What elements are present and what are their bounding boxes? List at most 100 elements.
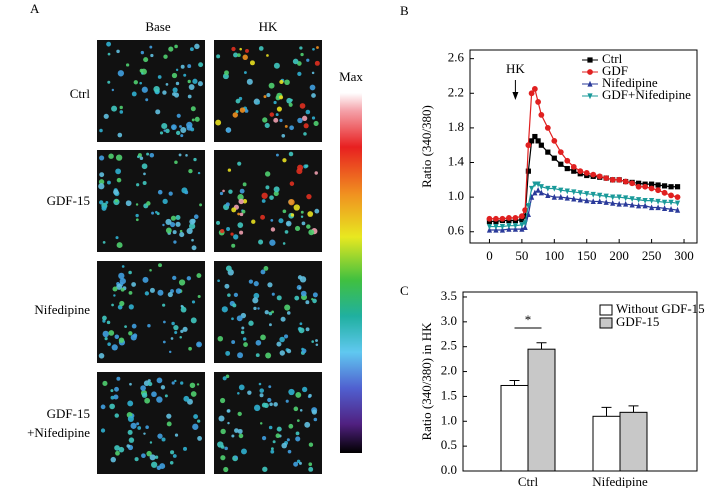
cell — [189, 382, 196, 389]
cell — [108, 330, 115, 336]
cell — [129, 382, 132, 386]
cell — [299, 409, 303, 412]
cell — [99, 155, 105, 161]
cell — [193, 414, 199, 419]
marker — [545, 149, 551, 155]
legend-label: GDF+Nifedipine — [602, 87, 691, 102]
marker — [571, 168, 577, 174]
cell — [271, 310, 274, 314]
marker — [590, 198, 596, 205]
cell — [303, 132, 307, 136]
cell — [127, 400, 134, 407]
cell — [139, 156, 144, 160]
cell — [273, 191, 279, 197]
marker — [571, 195, 577, 202]
cell — [242, 182, 247, 187]
cell — [239, 47, 242, 51]
cell — [288, 388, 295, 396]
marker — [668, 192, 674, 199]
marker — [557, 149, 564, 156]
bar — [500, 384, 529, 472]
legend-label: Nifedipine — [602, 75, 658, 90]
cell — [165, 82, 169, 86]
cell — [232, 112, 238, 118]
cell — [158, 263, 163, 268]
cell — [314, 60, 320, 66]
cell — [111, 105, 118, 112]
cell — [99, 200, 104, 205]
cell — [279, 79, 284, 85]
cell — [239, 107, 246, 113]
panel-label: C — [400, 283, 409, 298]
cell — [294, 225, 301, 232]
marker — [636, 202, 642, 209]
marker — [590, 171, 597, 178]
cell — [234, 428, 239, 433]
cell — [251, 219, 256, 224]
cell — [128, 290, 133, 295]
cell — [290, 213, 295, 217]
cell — [106, 41, 112, 47]
cell — [116, 242, 123, 249]
y-tick-label: 1.5 — [441, 387, 457, 402]
cell — [161, 437, 166, 442]
cell — [191, 238, 194, 242]
y-tick-label: 3.0 — [441, 313, 457, 328]
annotation: * — [525, 312, 532, 327]
cell — [151, 211, 155, 215]
cell — [219, 397, 226, 404]
cell — [261, 199, 266, 203]
cell — [261, 192, 268, 199]
cell — [255, 339, 262, 346]
cell — [119, 300, 125, 307]
cell — [239, 188, 245, 194]
marker — [529, 138, 535, 144]
cell — [126, 444, 131, 448]
error-bar — [509, 380, 520, 386]
cell — [276, 426, 282, 432]
cell — [186, 276, 192, 281]
cell — [220, 229, 225, 234]
cell — [156, 377, 163, 384]
cell — [308, 466, 314, 472]
cell — [298, 327, 305, 334]
marker — [661, 199, 668, 206]
cell — [170, 337, 174, 340]
cell — [305, 164, 309, 168]
cell — [270, 447, 274, 451]
cell — [242, 198, 248, 204]
cell — [142, 276, 149, 283]
column-label: Base — [145, 19, 171, 34]
marker — [535, 138, 541, 144]
cell — [115, 450, 120, 456]
cell — [190, 106, 196, 112]
marker — [531, 86, 538, 92]
marker — [596, 173, 603, 180]
cell — [135, 218, 139, 222]
cell — [179, 336, 182, 339]
marker — [603, 199, 609, 205]
cell — [114, 445, 120, 451]
cell — [155, 109, 161, 115]
y-tick-label: 0.0 — [441, 462, 457, 477]
cell — [175, 288, 182, 294]
cell — [297, 117, 303, 124]
cell — [289, 181, 295, 186]
x-tick-label: Ctrl — [518, 474, 539, 488]
cell — [295, 431, 300, 436]
cell — [131, 323, 137, 329]
cell — [162, 340, 166, 344]
cell — [286, 311, 291, 315]
cell — [141, 163, 148, 170]
cell — [115, 236, 119, 240]
cell — [311, 93, 316, 98]
cell — [170, 450, 175, 455]
cell — [175, 81, 180, 86]
cell — [183, 395, 190, 402]
cell — [268, 425, 273, 430]
cell — [269, 239, 276, 246]
marker — [661, 205, 668, 211]
cell — [228, 189, 233, 194]
cell — [309, 84, 316, 91]
